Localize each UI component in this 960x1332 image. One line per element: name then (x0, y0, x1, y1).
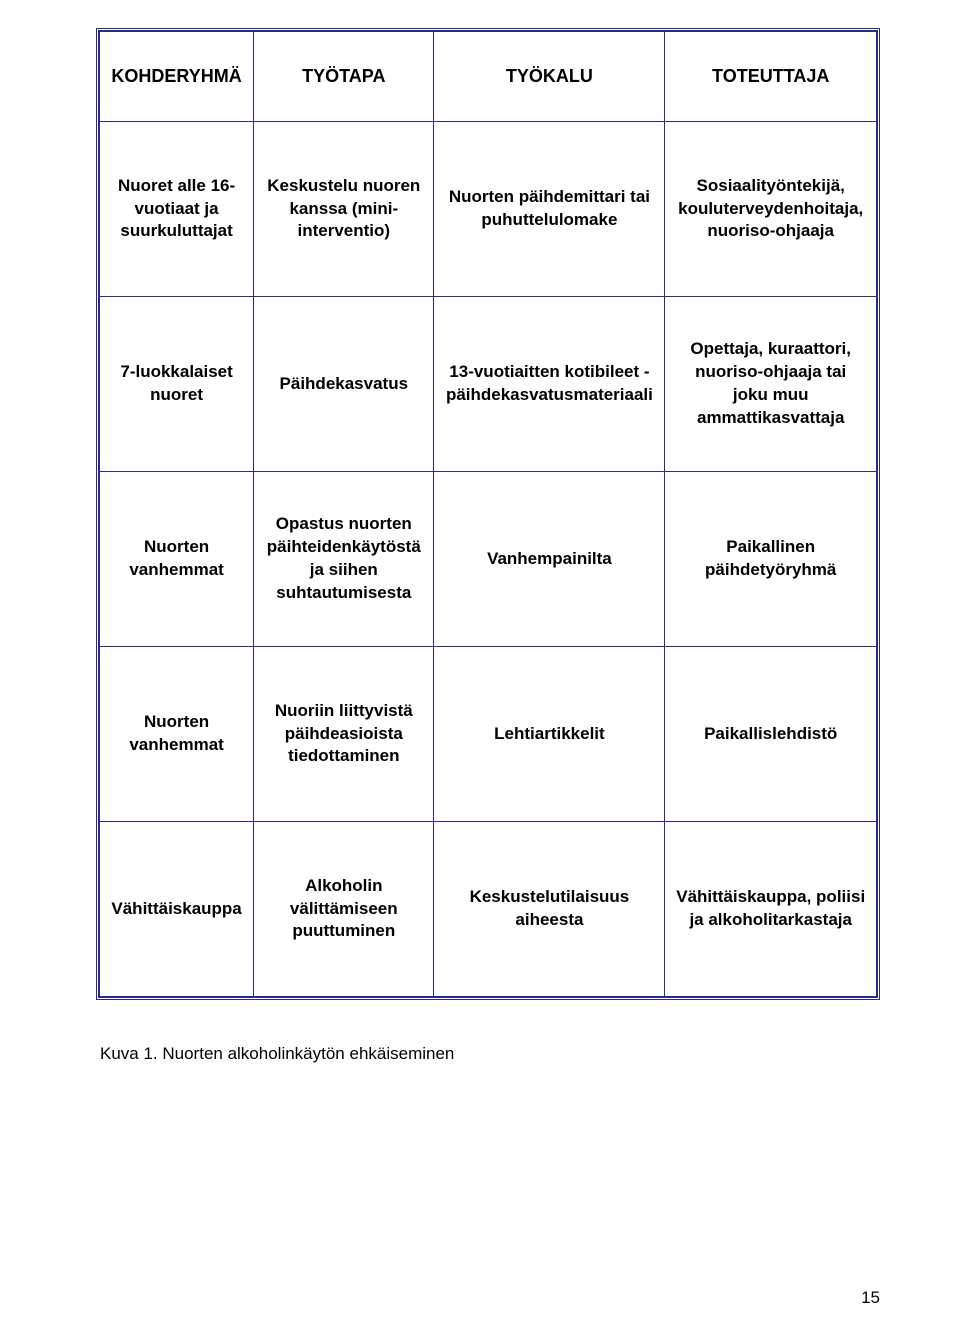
page-number: 15 (861, 1288, 880, 1308)
table-row: Vähittäiskauppa Alkoholin välittämiseen … (100, 822, 877, 997)
table-row: 7-luokkalaiset nuoret Päihdekasvatus 13-… (100, 297, 877, 472)
table-row: Nuoret alle 16-vuotiaat ja suurkuluttaja… (100, 122, 877, 297)
table-row: Nuorten vanhemmat Nuoriin liittyvistä pä… (100, 647, 877, 822)
cell: 7-luokkalaiset nuoret (100, 297, 254, 472)
col-header-0: KOHDERYHMÄ (100, 32, 254, 122)
cell: Keskustelu nuoren kanssa (mini-intervent… (254, 122, 434, 297)
cell: Nuorten päihdemittari tai puhuttelulomak… (434, 122, 665, 297)
content-table: KOHDERYHMÄ TYÖTAPA TYÖKALU TOTEUTTAJA Nu… (99, 31, 877, 997)
col-header-3: TOTEUTTAJA (665, 32, 877, 122)
cell: Nuoriin liittyvistä päihdeasioista tiedo… (254, 647, 434, 822)
table-outer-frame: KOHDERYHMÄ TYÖTAPA TYÖKALU TOTEUTTAJA Nu… (96, 28, 880, 1000)
cell: Opettaja, kuraattori, nuoriso-ohjaaja ta… (665, 297, 877, 472)
cell: Vanhempainilta (434, 472, 665, 647)
cell: Opastus nuorten päihteidenkäytöstä ja si… (254, 472, 434, 647)
cell: Alkoholin välittämiseen puuttuminen (254, 822, 434, 997)
cell: Lehtiartikkelit (434, 647, 665, 822)
cell: Vähittäiskauppa, poliisi ja alkoholitark… (665, 822, 877, 997)
col-header-1: TYÖTAPA (254, 32, 434, 122)
cell: Vähittäiskauppa (100, 822, 254, 997)
cell: 13-vuotiaitten kotibileet - päihdekasvat… (434, 297, 665, 472)
cell: Keskustelutilaisuus aiheesta (434, 822, 665, 997)
cell: Nuorten vanhemmat (100, 472, 254, 647)
cell: Sosiaalityöntekijä, kouluterveydenhoitaj… (665, 122, 877, 297)
cell: Päihdekasvatus (254, 297, 434, 472)
cell: Nuoret alle 16-vuotiaat ja suurkuluttaja… (100, 122, 254, 297)
document-page: KOHDERYHMÄ TYÖTAPA TYÖKALU TOTEUTTAJA Nu… (0, 0, 960, 1332)
table-header-row: KOHDERYHMÄ TYÖTAPA TYÖKALU TOTEUTTAJA (100, 32, 877, 122)
figure-caption: Kuva 1. Nuorten alkoholinkäytön ehkäisem… (100, 1044, 880, 1064)
cell: Paikallinen päihdetyöryhmä (665, 472, 877, 647)
cell: Paikallislehdistö (665, 647, 877, 822)
col-header-2: TYÖKALU (434, 32, 665, 122)
cell: Nuorten vanhemmat (100, 647, 254, 822)
table-row: Nuorten vanhemmat Opastus nuorten päihte… (100, 472, 877, 647)
